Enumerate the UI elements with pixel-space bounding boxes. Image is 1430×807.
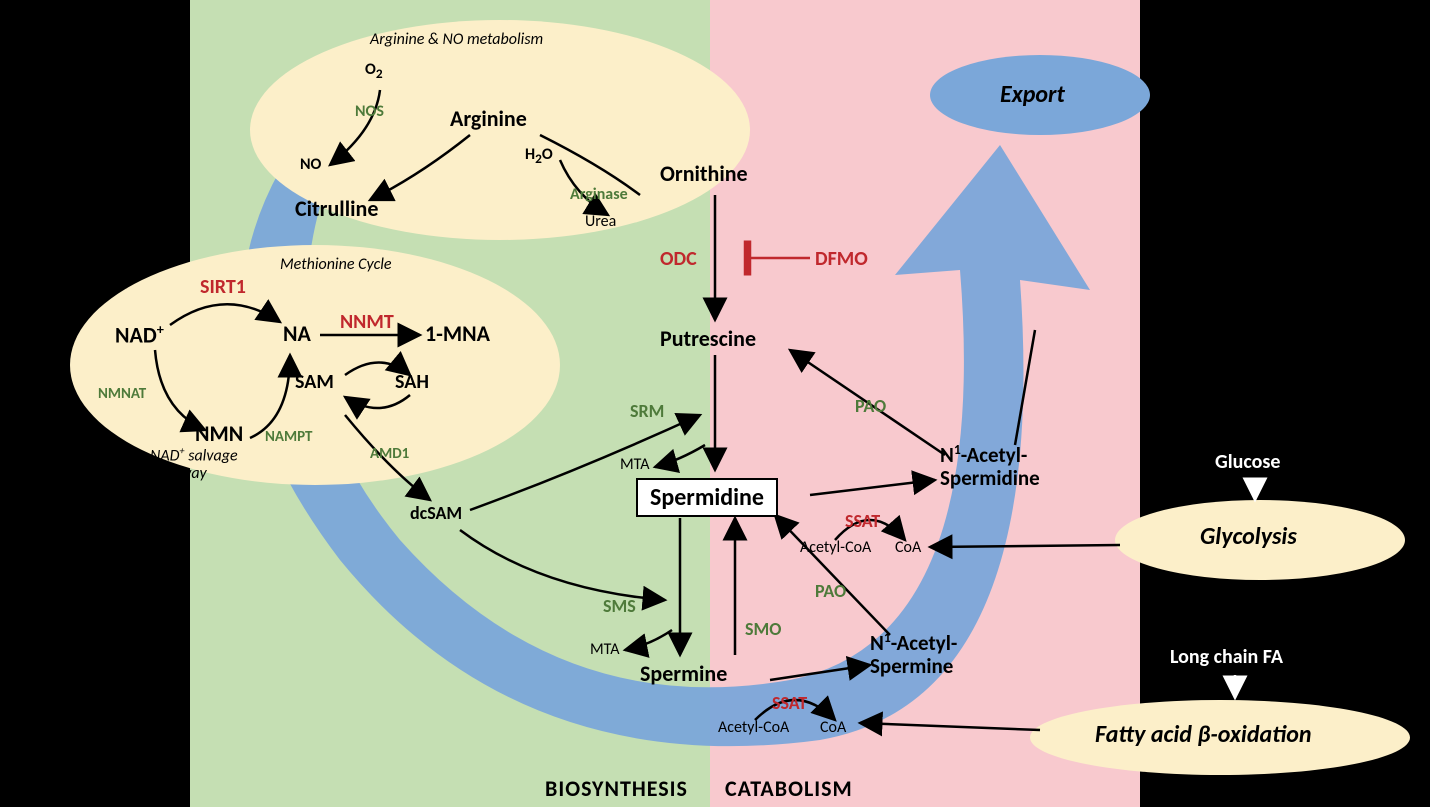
label-coa1: CoA <box>895 538 921 557</box>
label-o2: O2 <box>365 60 383 82</box>
label-glucose: Glucose <box>1215 450 1280 474</box>
label-citrulline: Citrulline <box>295 195 378 222</box>
label-longchainfa: Long chain FA <box>1170 645 1283 669</box>
enzyme-sirt1: SIRT1 <box>200 275 246 299</box>
title-glycolysis: Glycolysis <box>1200 522 1297 551</box>
enzyme-pao2: PAO <box>815 580 846 602</box>
label-sah: SAH <box>395 370 429 394</box>
label-dcsam: dcSAM <box>410 502 462 524</box>
label-nmn: NMN <box>195 420 243 447</box>
enzyme-nampt: NAMPT <box>265 428 312 446</box>
enzyme-nnmt: NNMT <box>340 310 394 334</box>
title-fattyacid: Fatty acid β-oxidation <box>1095 720 1312 749</box>
section-biosynthesis: BIOSYNTHESIS <box>545 775 688 802</box>
box-spermidine: Spermidine <box>636 478 778 517</box>
label-na: NA <box>283 320 311 347</box>
label-mta1: MTA <box>620 455 649 474</box>
label-1mna: 1-MNA <box>425 320 490 347</box>
enzyme-nos: NOS <box>355 102 384 121</box>
title-arginine-ellipse: Arginine & NO metabolism <box>370 30 543 49</box>
enzyme-pao1: PAO <box>855 395 886 417</box>
label-arginine: Arginine <box>450 105 527 132</box>
enzyme-ssat1: SSAT <box>845 510 880 532</box>
enzyme-smo: SMO <box>745 618 781 640</box>
enzyme-sms: SMS <box>603 595 636 617</box>
enzyme-srm: SRM <box>630 400 664 422</box>
label-ornithine: Ornithine <box>660 160 748 187</box>
sub-nadsalvage: NAD+ salvagepathway <box>150 445 238 483</box>
label-sam: SAM <box>295 370 334 394</box>
title-export: Export <box>1000 80 1065 109</box>
enzyme-amd1: AMD1 <box>370 445 409 463</box>
label-n1acspd: N1-Acetyl-Spermidine <box>940 442 1040 490</box>
label-spermine: Spermine <box>640 660 727 687</box>
label-n1acspm: N1-Acetyl-Spermine <box>870 630 957 678</box>
label-acetylcoa1: Acetyl-CoA <box>800 538 871 557</box>
label-nad: NAD+ <box>115 320 164 348</box>
title-methionine: Methionine Cycle <box>280 255 392 274</box>
enzyme-dfmo: DFMO <box>815 247 868 271</box>
label-putrescine: Putrescine <box>660 325 756 352</box>
enzyme-arginase: Arginase <box>570 185 628 204</box>
label-mta2: MTA <box>590 640 619 659</box>
label-urea: Urea <box>585 212 616 231</box>
enzyme-odc: ODC <box>660 247 697 271</box>
label-h2o: H2O <box>525 145 553 167</box>
label-acetylcoa2: Acetyl-CoA <box>718 718 789 737</box>
enzyme-ssat2: SSAT <box>772 692 807 714</box>
section-catabolism: CATABOLISM <box>725 775 853 802</box>
label-no: NO <box>300 155 321 174</box>
enzyme-nmnat: NMNAT <box>98 385 146 403</box>
label-coa2: CoA <box>820 718 846 737</box>
